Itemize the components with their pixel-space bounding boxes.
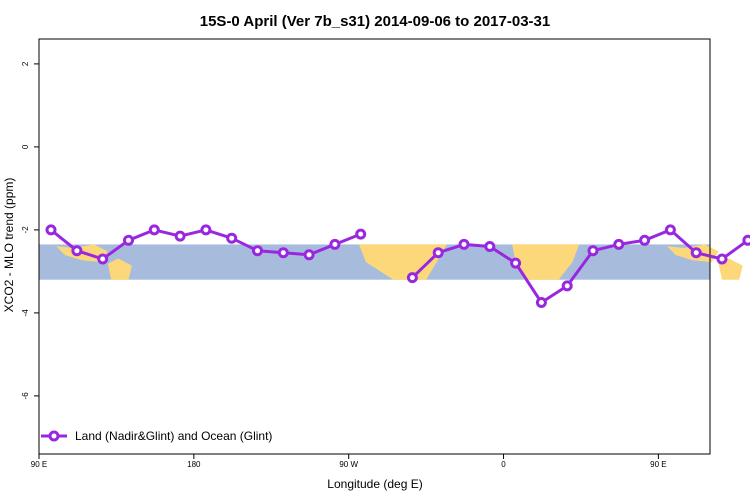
chart-title: 15S-0 April (Ver 7b_s31) 2014-09-06 to 2… [200,13,550,30]
x-tick-label: 90 W [339,460,358,469]
data-point [639,234,651,246]
legend-label: Land (Nadir&Glint) and Ocean (Glint) [75,429,272,443]
plot-frame [38,38,711,455]
y-tick-label: -6 [21,392,30,400]
data-point [226,232,238,244]
data-point [613,238,625,250]
data-point [123,234,134,246]
data-point [277,247,289,259]
data-point [742,234,750,246]
data-point [432,247,444,259]
y-axis-label: XCO2 - MLO trend (ppm) [2,178,16,313]
x-axis-label: Longitude (deg E) [327,477,422,491]
map-land-africa [512,244,580,280]
data-point [174,230,186,242]
data-point [71,245,83,257]
data-point [664,224,676,236]
y-tick-label: 2 [21,61,30,66]
data-point [561,280,573,292]
data-point [45,224,57,236]
data-point [148,224,160,236]
data-point [484,241,496,252]
data-point [716,253,728,265]
data-point [458,238,470,250]
series-line [411,228,750,304]
data-point [252,245,263,257]
data-point [97,253,109,265]
map-land-australia [107,258,132,280]
y-tick-label: 0 [21,144,30,149]
x-tick-label: 0 [501,460,506,469]
data-point [587,245,599,257]
data-point [690,247,702,259]
y-tick-label: -2 [21,226,30,234]
x-tick-label: 90 E [31,460,47,469]
data-point [535,297,547,308]
x-tick-label: 180 [187,460,201,469]
legend: Land (Nadir&Glint) and Ocean (Glint) [41,429,272,443]
map-land-south-america [359,244,447,280]
data-point [510,257,522,269]
data-point [329,238,341,250]
y-tick-label: -4 [21,309,30,317]
data-point [303,249,315,261]
legend-marker [48,430,60,442]
data-point [355,228,367,240]
x-tick-label: 90 E [650,460,666,469]
data-point [406,272,418,284]
data-point [200,224,212,236]
